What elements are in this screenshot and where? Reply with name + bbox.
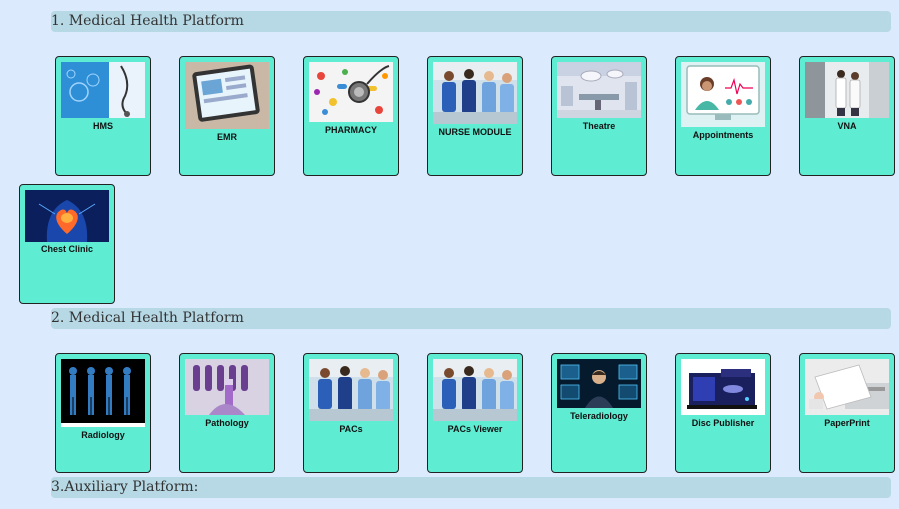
tile-label: Teleradiology [570,411,628,421]
tile-theatre[interactable]: Theatre [551,56,647,176]
tile-label: PHARMACY [324,125,377,135]
tile-label: Pathology [205,418,249,428]
disc-publisher-icon [681,359,765,415]
tile-pharmacy[interactable]: PHARMACY [303,56,399,176]
tile-radiology[interactable]: Radiology [55,353,151,473]
tile-label: Appointments [692,130,754,140]
heart-anatomy-icon [25,190,109,242]
tile-label: PACs [339,424,363,434]
tile-pacs[interactable]: PACs [303,353,399,473]
nurses-icon [433,359,517,421]
tile-teleradiology[interactable]: Teleradiology [551,353,647,473]
tile-disc-publisher[interactable]: Disc Publisher [675,353,771,473]
tile-pathology[interactable]: Pathology [179,353,275,473]
xray-bodies-icon [61,359,145,427]
tile-emr[interactable]: EMR [179,56,275,176]
tile-pacs-viewer[interactable]: PACs Viewer [427,353,523,473]
tile-label: PaperPrint [824,418,870,428]
tile-nurse-module[interactable]: NURSE MODULE [427,56,523,176]
tile-label: Chest Clinic [40,244,93,254]
section-header-3: 3.Auxiliary Platform: [51,477,891,498]
tile-label: Theatre [582,121,616,131]
paper-printer-icon [805,359,889,415]
nurses-icon [309,359,393,421]
tile-hms[interactable]: HMS [55,56,151,176]
tile-label: HMS [93,121,113,131]
doctors-hallway-icon [805,62,889,118]
tile-label: NURSE MODULE [438,127,512,137]
section-header-1: 1. Medical Health Platform [51,11,891,32]
section-header-2: 2. Medical Health Platform [51,308,891,329]
tile-chest-clinic[interactable]: Chest Clinic [19,184,115,304]
tile-label: PACs Viewer [447,424,503,434]
operating-room-icon [557,62,641,118]
pills-stethoscope-icon [309,62,393,122]
hms-icon [61,62,145,118]
tile-label: VNA [837,121,857,131]
tile-label: Disc Publisher [691,418,755,428]
test-tubes-icon [185,359,269,415]
tile-label: Radiology [81,430,125,440]
doctor-appointment-icon [681,62,765,127]
tile-vna[interactable]: VNA [799,56,895,176]
tile-appointments[interactable]: Appointments [675,56,771,176]
tile-label: EMR [217,132,237,142]
emr-tablet-icon [185,62,269,129]
nurses-icon [433,62,517,124]
teleradiology-screens-icon [557,359,641,408]
tile-paperprint[interactable]: PaperPrint [799,353,895,473]
